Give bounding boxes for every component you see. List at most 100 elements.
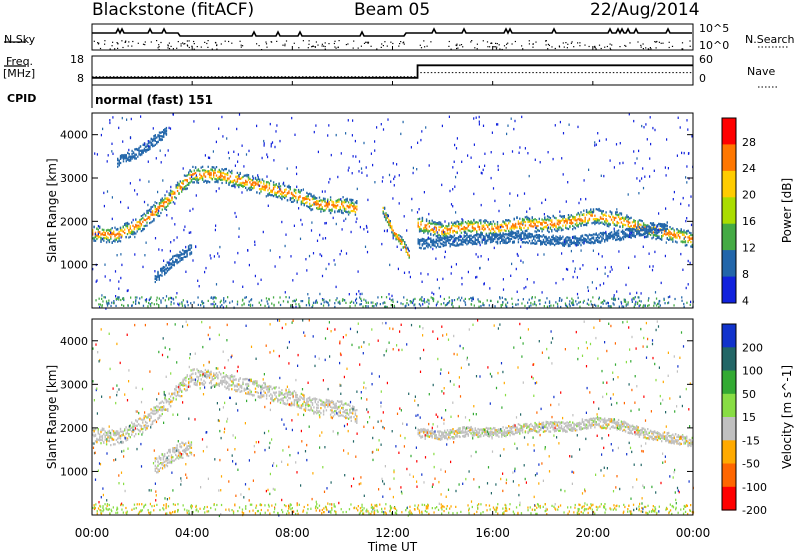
scatter-cell bbox=[283, 181, 285, 185]
range-cell bbox=[391, 228, 393, 231]
nsearch-point bbox=[419, 44, 421, 46]
range-cell bbox=[523, 237, 525, 240]
range-cell bbox=[619, 212, 621, 215]
range-cell bbox=[154, 277, 156, 280]
range-cell bbox=[220, 170, 222, 173]
nsearch-point bbox=[117, 42, 119, 45]
near-range-cell bbox=[663, 298, 665, 302]
range-cell bbox=[617, 238, 620, 241]
range-cell bbox=[189, 247, 191, 250]
range-cell bbox=[139, 218, 141, 222]
scatter-cell bbox=[176, 292, 178, 295]
range-cell bbox=[476, 221, 478, 224]
scatter-cell bbox=[296, 272, 298, 275]
range-cell bbox=[100, 239, 102, 242]
range-cell bbox=[157, 409, 159, 412]
range-cell bbox=[128, 236, 130, 239]
scatter-cell bbox=[241, 191, 243, 194]
range-cell bbox=[171, 193, 173, 196]
scatter-cell bbox=[128, 148, 130, 152]
near-range-cell bbox=[420, 297, 422, 300]
range-cell bbox=[583, 220, 585, 223]
nsearch-point bbox=[186, 40, 188, 42]
range-cell bbox=[164, 194, 166, 197]
nsearch-point bbox=[206, 42, 208, 45]
nsearch-point bbox=[598, 44, 601, 46]
range-cell bbox=[640, 223, 642, 226]
range-cell bbox=[485, 219, 488, 222]
range-cell bbox=[254, 177, 257, 180]
range-cell bbox=[602, 233, 604, 236]
scatter-cell bbox=[577, 125, 579, 129]
range-cell bbox=[138, 153, 140, 156]
near-range-cell bbox=[614, 298, 616, 302]
range-cell bbox=[143, 414, 145, 417]
range-cell bbox=[546, 241, 549, 245]
range-cell bbox=[495, 233, 497, 236]
range-cell bbox=[573, 226, 575, 229]
range-cell bbox=[338, 200, 340, 203]
range-cell bbox=[449, 229, 451, 232]
near-range-cell bbox=[612, 302, 614, 305]
range-cell bbox=[672, 237, 674, 240]
near-range-cell bbox=[153, 303, 155, 306]
near-range-cell bbox=[214, 296, 216, 299]
scatter-cell bbox=[433, 292, 435, 296]
scatter-cell bbox=[480, 171, 482, 175]
range-cell bbox=[523, 235, 525, 238]
range-cell bbox=[347, 210, 350, 213]
range-cell bbox=[254, 181, 257, 184]
near-range-cell bbox=[308, 301, 310, 304]
scatter-cell bbox=[643, 126, 645, 129]
near-range-cell bbox=[329, 299, 331, 302]
range-cell bbox=[661, 236, 663, 239]
range-cell bbox=[661, 235, 663, 238]
nsearch-point bbox=[111, 45, 113, 47]
near-range-cell bbox=[268, 305, 270, 308]
range-cell bbox=[115, 233, 118, 236]
scatter-cell bbox=[163, 259, 165, 262]
range-cell bbox=[655, 234, 657, 237]
range-cell bbox=[137, 418, 140, 421]
scatter-cell bbox=[271, 141, 274, 144]
range-cell bbox=[601, 233, 603, 236]
range-cell bbox=[424, 224, 426, 227]
range-cell bbox=[516, 216, 518, 219]
scatter-cell bbox=[575, 244, 577, 247]
range-cell bbox=[509, 231, 511, 234]
scatter-cell bbox=[359, 225, 361, 229]
range-cell bbox=[161, 267, 163, 270]
nsearch-point bbox=[242, 45, 244, 47]
range-cell bbox=[158, 214, 161, 217]
scatter-cell bbox=[215, 224, 217, 227]
range-cell bbox=[549, 217, 552, 220]
scatter-cell bbox=[690, 223, 693, 227]
range-cell bbox=[496, 225, 499, 228]
scatter-cell bbox=[400, 132, 402, 136]
range-cell bbox=[602, 222, 604, 225]
range-cell bbox=[346, 197, 348, 200]
range-cell bbox=[156, 408, 158, 411]
range-cell bbox=[448, 236, 450, 239]
range-cell bbox=[587, 240, 589, 244]
range-cell bbox=[466, 226, 468, 230]
near-range-cell bbox=[181, 302, 183, 305]
scatter-cell bbox=[233, 150, 235, 153]
range-cell bbox=[460, 231, 463, 234]
range-cell bbox=[190, 178, 193, 181]
near-range-cell bbox=[236, 300, 239, 303]
scatter-cell bbox=[238, 235, 240, 238]
near-range-cell bbox=[543, 305, 545, 308]
range-cell bbox=[121, 430, 123, 433]
scatter-cell bbox=[649, 157, 651, 160]
scatter-cell bbox=[431, 291, 433, 294]
near-range-cell bbox=[579, 300, 581, 304]
range-cell bbox=[681, 233, 684, 236]
near-range-cell bbox=[452, 305, 454, 308]
range-cell bbox=[441, 232, 443, 236]
range-cell bbox=[137, 155, 139, 158]
nsearch-point bbox=[386, 45, 388, 47]
range-cell bbox=[150, 143, 152, 146]
range-cell bbox=[203, 172, 205, 175]
range-cell bbox=[649, 230, 652, 233]
